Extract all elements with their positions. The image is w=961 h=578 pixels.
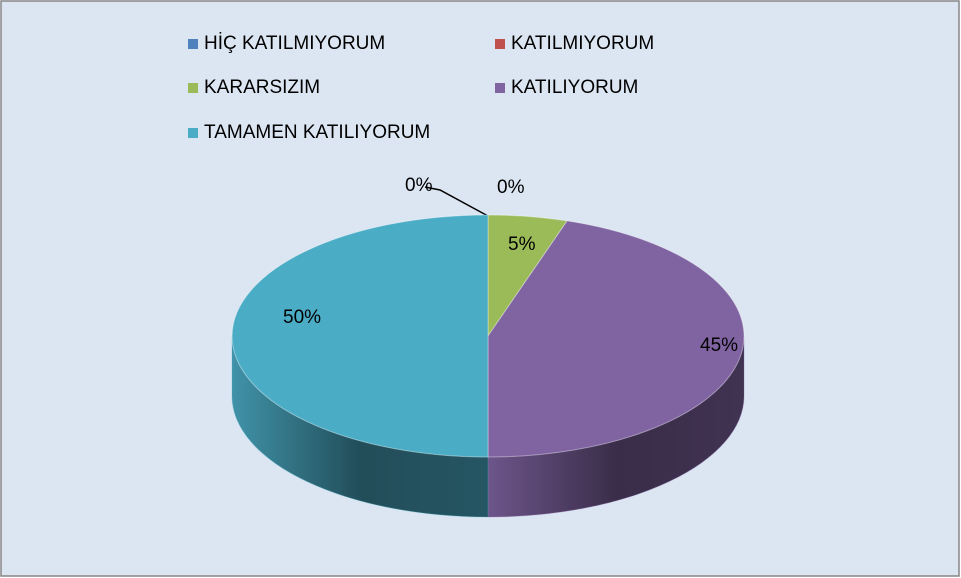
legend-label: KATILIYORUM (511, 77, 638, 98)
slice (487, 220, 745, 458)
legend-swatch (188, 128, 198, 138)
slice (487, 214, 568, 338)
slice (231, 214, 489, 458)
legend-label: TAMAMEN KATILIYORUM (204, 122, 430, 143)
legend-swatch (188, 39, 198, 49)
legend-label: HİÇ KATILMIYORUM (204, 33, 385, 54)
data-label: 0% (497, 177, 525, 198)
legend-label: KARARSIZIM (204, 77, 320, 98)
legend-label: KATILMIYORUM (511, 33, 654, 54)
data-label: 45% (700, 335, 738, 356)
leader-line (424, 186, 489, 217)
data-label: 0% (405, 175, 433, 196)
data-label: 50% (283, 307, 321, 328)
legend-swatch (188, 83, 198, 93)
data-label: 5% (508, 234, 536, 255)
legend-swatch (495, 83, 505, 93)
legend-swatch (495, 39, 505, 49)
